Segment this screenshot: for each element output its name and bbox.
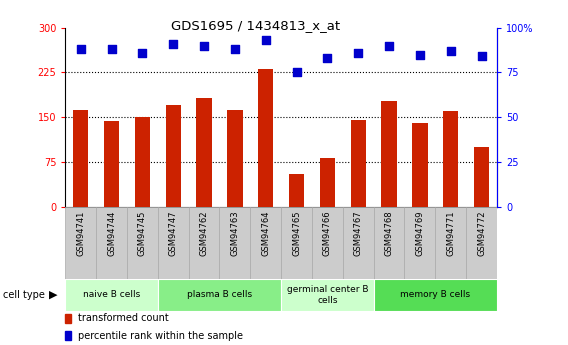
Text: GSM94741: GSM94741 bbox=[76, 210, 85, 256]
Bar bbox=[281, 207, 312, 279]
Point bbox=[323, 55, 332, 61]
Text: GDS1695 / 1434813_x_at: GDS1695 / 1434813_x_at bbox=[171, 19, 340, 32]
Bar bbox=[135, 117, 150, 207]
Bar bbox=[404, 207, 435, 279]
Text: GSM94764: GSM94764 bbox=[261, 210, 270, 256]
Point bbox=[169, 41, 178, 47]
Bar bbox=[158, 279, 281, 311]
Bar bbox=[412, 123, 428, 207]
Point bbox=[477, 53, 486, 59]
Text: transformed count: transformed count bbox=[78, 314, 169, 323]
Bar bbox=[281, 279, 374, 311]
Text: GSM94763: GSM94763 bbox=[231, 210, 239, 256]
Bar bbox=[165, 105, 181, 207]
Text: percentile rank within the sample: percentile rank within the sample bbox=[78, 331, 243, 341]
Point bbox=[107, 46, 116, 52]
Bar bbox=[73, 110, 89, 207]
Text: germinal center B
cells: germinal center B cells bbox=[287, 285, 368, 305]
Bar bbox=[381, 101, 397, 207]
Bar bbox=[189, 207, 219, 279]
Bar bbox=[350, 120, 366, 207]
Point bbox=[76, 46, 85, 52]
Bar bbox=[312, 207, 343, 279]
Text: GSM94745: GSM94745 bbox=[138, 210, 147, 256]
Text: GSM94766: GSM94766 bbox=[323, 210, 332, 256]
Bar bbox=[250, 207, 281, 279]
Text: GSM94747: GSM94747 bbox=[169, 210, 178, 256]
Bar bbox=[443, 111, 458, 207]
Bar bbox=[289, 174, 304, 207]
Text: GSM94762: GSM94762 bbox=[199, 210, 208, 256]
Bar bbox=[219, 207, 250, 279]
Point bbox=[138, 50, 147, 56]
Point bbox=[446, 48, 456, 54]
Bar bbox=[343, 207, 374, 279]
Point bbox=[292, 70, 301, 75]
Bar bbox=[65, 207, 96, 279]
Bar bbox=[104, 121, 119, 207]
Bar bbox=[227, 109, 243, 207]
Bar bbox=[65, 314, 70, 323]
Bar bbox=[320, 158, 335, 207]
Bar bbox=[127, 207, 158, 279]
Bar bbox=[474, 147, 489, 207]
Bar bbox=[374, 279, 497, 311]
Point bbox=[354, 50, 363, 56]
Text: GSM94769: GSM94769 bbox=[415, 210, 424, 256]
Text: GSM94744: GSM94744 bbox=[107, 210, 116, 256]
Bar bbox=[374, 207, 404, 279]
Point bbox=[261, 37, 270, 43]
Text: memory B cells: memory B cells bbox=[400, 290, 470, 299]
Text: plasma B cells: plasma B cells bbox=[187, 290, 252, 299]
Point bbox=[199, 43, 208, 48]
Bar bbox=[466, 207, 497, 279]
Text: cell type: cell type bbox=[3, 290, 45, 300]
Bar bbox=[65, 331, 70, 340]
Text: ▶: ▶ bbox=[49, 290, 57, 300]
Point bbox=[415, 52, 424, 57]
Bar bbox=[197, 98, 212, 207]
Bar bbox=[96, 207, 127, 279]
Bar bbox=[258, 69, 273, 207]
Point bbox=[231, 46, 240, 52]
Text: naive B cells: naive B cells bbox=[83, 290, 140, 299]
Bar bbox=[435, 207, 466, 279]
Text: GSM94767: GSM94767 bbox=[354, 210, 363, 256]
Text: GSM94768: GSM94768 bbox=[385, 210, 394, 256]
Bar bbox=[158, 207, 189, 279]
Text: GSM94772: GSM94772 bbox=[477, 210, 486, 256]
Text: GSM94771: GSM94771 bbox=[446, 210, 455, 256]
Bar bbox=[65, 279, 158, 311]
Point bbox=[385, 43, 394, 48]
Text: GSM94765: GSM94765 bbox=[292, 210, 301, 256]
